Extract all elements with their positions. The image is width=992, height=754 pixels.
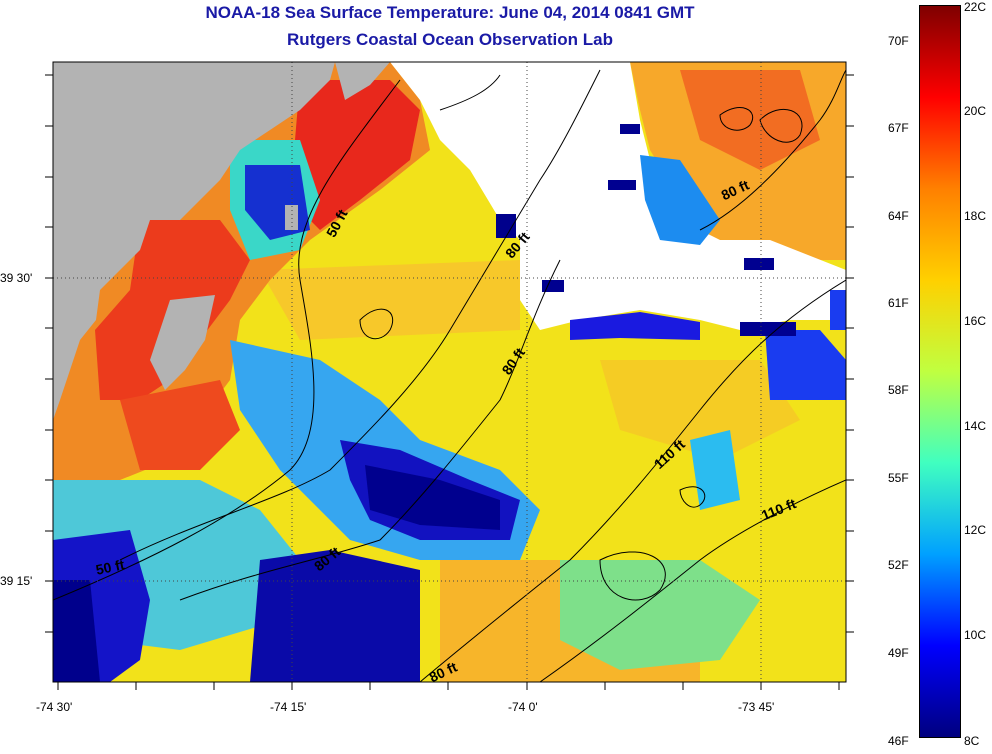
colorbar-celsius-label: 20C bbox=[964, 104, 987, 118]
map-title: NOAA-18 Sea Surface Temperature: June 04… bbox=[205, 3, 695, 22]
sst-patch bbox=[560, 560, 760, 670]
sst-patch bbox=[744, 258, 774, 270]
sst-patch bbox=[260, 260, 520, 340]
sst-patch bbox=[53, 580, 100, 682]
map-frame bbox=[52, 61, 847, 683]
sst-patch bbox=[640, 155, 720, 245]
sst-patch bbox=[570, 312, 700, 340]
colorbar-fahrenheit-label: 46F bbox=[888, 734, 909, 748]
sst-patch bbox=[765, 330, 846, 400]
longitude-label: -74 0' bbox=[508, 700, 538, 714]
bathymetry-contours bbox=[53, 69, 846, 682]
colorbar-fahrenheit-label: 67F bbox=[888, 121, 909, 135]
colorbar-celsius-label: 18C bbox=[964, 209, 987, 223]
colorbar-celsius-label: 12C bbox=[964, 523, 987, 537]
colorbar-celsius-label: 10C bbox=[964, 628, 987, 642]
latitude-label: 39 15' bbox=[0, 574, 33, 588]
sst-patch bbox=[608, 180, 636, 190]
sst-patch bbox=[740, 322, 796, 336]
land bbox=[285, 205, 298, 230]
graticule bbox=[53, 62, 846, 682]
sst-patch bbox=[120, 380, 240, 470]
colorbar-fahrenheit-label: 49F bbox=[888, 646, 909, 660]
land bbox=[53, 62, 335, 420]
colorbar-fahrenheit-label: 55F bbox=[888, 471, 909, 485]
land bbox=[335, 62, 390, 100]
sst-patch bbox=[620, 124, 640, 134]
colorbar-fahrenheit-label: 64F bbox=[888, 209, 909, 223]
sst-patch bbox=[290, 80, 420, 230]
colorbar bbox=[919, 5, 961, 738]
colorbar-fahrenheit-label: 70F bbox=[888, 34, 909, 48]
sst-patch bbox=[542, 280, 564, 292]
sst-patch bbox=[830, 290, 846, 330]
colorbar-celsius-label: 8C bbox=[964, 734, 980, 748]
colorbar-fahrenheit-label: 61F bbox=[888, 296, 909, 310]
sst-patch bbox=[365, 465, 500, 530]
axis-ticks bbox=[45, 74, 854, 690]
colorbar-celsius-label: 22C bbox=[964, 0, 987, 14]
latitude-label: 39 30' bbox=[0, 271, 33, 285]
longitude-label: -73 45' bbox=[738, 700, 775, 714]
colorbar-fahrenheit-label: 58F bbox=[888, 383, 909, 397]
sst-patch bbox=[680, 70, 820, 170]
colorbar-fahrenheit-label: 52F bbox=[888, 558, 909, 572]
colorbar-celsius-label: 16C bbox=[964, 314, 987, 328]
longitude-label: -74 30' bbox=[36, 700, 73, 714]
no-data-region bbox=[390, 62, 846, 330]
colorbar-celsius-label: 14C bbox=[964, 419, 987, 433]
map-subtitle: Rutgers Coastal Ocean Observation Lab bbox=[287, 30, 613, 49]
sst-patch bbox=[496, 214, 516, 238]
land bbox=[150, 295, 215, 390]
longitude-label: -74 15' bbox=[270, 700, 307, 714]
